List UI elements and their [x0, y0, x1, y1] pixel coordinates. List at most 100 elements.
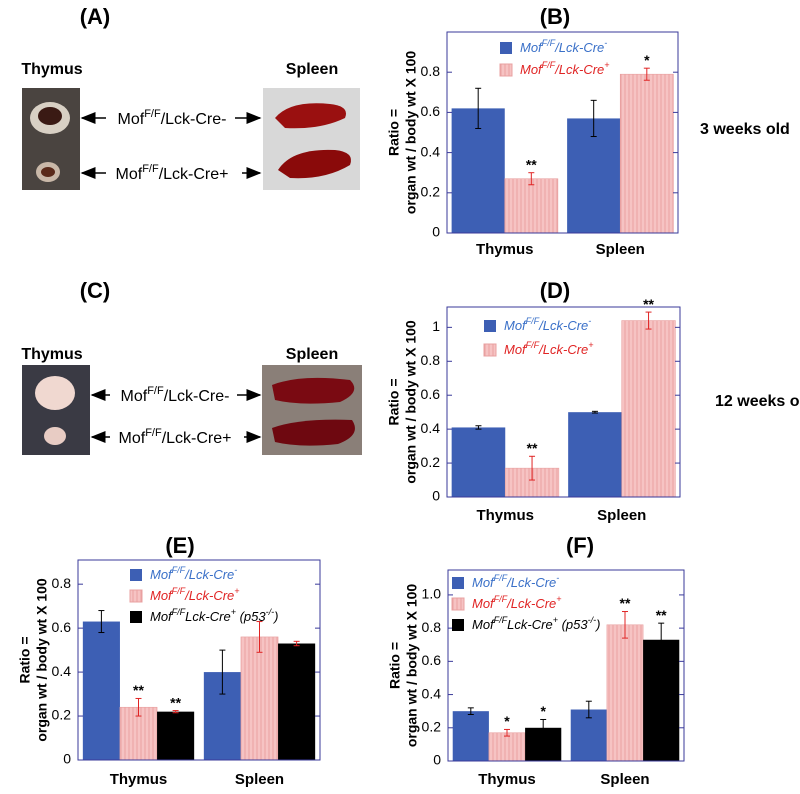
superscript: F/F [494, 615, 508, 625]
text-segment: /Lck-Cre+ [159, 166, 229, 183]
text-segment: (p53 [558, 617, 588, 632]
photo-spleen-c [262, 365, 362, 455]
y-tick-label: 0.6 [52, 619, 72, 635]
x-tick-label: Thymus [110, 771, 168, 788]
age-label: 12 weeks old [715, 393, 800, 410]
legend-label: MofF/F/Lck-Cre+ [150, 586, 240, 603]
legend-swatch [129, 589, 143, 603]
text-segment: /Lck-Cre- [161, 111, 227, 128]
y-tick-label: 0 [432, 488, 440, 504]
superscript: - [588, 316, 591, 326]
legend-swatch [130, 569, 142, 581]
x-tick-label: Thymus [478, 771, 536, 788]
y-axis-label: Ratio = [386, 378, 402, 425]
y-tick-label: 0 [63, 751, 71, 767]
superscript: F/F [144, 108, 161, 120]
text-segment: Mof [150, 588, 173, 603]
bar [568, 412, 622, 497]
superscript: F/F [494, 594, 508, 604]
y-tick-label: 0.4 [421, 143, 441, 159]
legend-label: MofF/F/Lck-Cre- [150, 565, 237, 582]
text-segment: /Lck-Cre [538, 318, 588, 333]
y-axis-label: organ wt / body wt X 100 [403, 51, 419, 215]
arrows [80, 112, 262, 443]
superscript: + [553, 615, 558, 625]
legend-label: MofF/FLck-Cre+ (p53-/-) [472, 615, 600, 632]
y-tick-label: 1 [432, 318, 440, 334]
bar [240, 636, 279, 761]
significance: ** [170, 694, 181, 710]
legend-label: MofF/FLck-Cre+ (p53-/-) [150, 607, 278, 624]
superscript: + [234, 586, 239, 596]
bar [567, 118, 621, 233]
bar [452, 711, 489, 761]
legend-swatch [483, 343, 497, 357]
panel-label: (B) [540, 4, 571, 29]
plot-frame [77, 559, 321, 761]
text-segment: Mof [150, 567, 173, 582]
y-axis-label: organ wt / body wt X 100 [403, 320, 419, 484]
x-tick-label: Thymus [476, 241, 534, 258]
photo-thymus-c [22, 365, 90, 455]
error-bar [529, 455, 536, 481]
legend-swatch [500, 42, 512, 54]
text-segment: Mof [504, 342, 527, 357]
genotype-label: MofF/F/Lck-Cre- [118, 108, 227, 128]
significance: * [504, 713, 510, 729]
error-bar [172, 710, 179, 714]
y-tick-label: 0.8 [421, 352, 441, 368]
error-bar [135, 697, 142, 717]
panel-label: (D) [540, 278, 571, 303]
text-segment: Mof [472, 596, 495, 611]
x-tick-label: Thymus [476, 507, 534, 524]
text-segment: Mof [150, 609, 173, 624]
legend-swatch [130, 611, 142, 623]
error-bar [591, 410, 598, 414]
error-bar [645, 311, 652, 330]
panel-label: (C) [80, 278, 111, 303]
y-tick-label: 0.6 [422, 652, 442, 668]
superscript: F/F [542, 60, 556, 70]
significance: ** [656, 607, 667, 623]
y-tick-label: 0.4 [422, 685, 442, 701]
bar [451, 108, 505, 233]
text-segment: Mof [119, 430, 146, 447]
text-segment: /Lck-Cre [506, 575, 556, 590]
y-tick-label: 0.2 [421, 454, 441, 470]
y-tick-label: 0 [433, 752, 441, 768]
text-segment: Mof [118, 111, 145, 128]
bar [451, 427, 506, 497]
error-bar [622, 611, 628, 639]
error-bar [504, 728, 510, 737]
x-tick-label: Spleen [597, 507, 646, 524]
genotype-label: MofF/F/Lck-Cre+ [116, 163, 229, 183]
text-segment: /Lck-Cre+ [162, 430, 232, 447]
text-segment: /Lck-Cre [554, 62, 604, 77]
superscript: F/F [142, 163, 159, 175]
text-segment: /Lck-Cre [538, 342, 588, 357]
legend-label: MofF/F/Lck-Cre+ [520, 60, 610, 77]
plot-frame [446, 306, 681, 498]
text-segment: Mof [121, 388, 148, 405]
superscript: F/F [172, 586, 186, 596]
superscript: - [556, 573, 559, 583]
error-bar [98, 610, 105, 634]
significance: ** [526, 156, 537, 172]
y-axis-label: organ wt / body wt X 100 [34, 578, 50, 742]
text-segment: /Lck-Cre- [164, 388, 230, 405]
legend-swatch [452, 619, 464, 631]
text-segment: Mof [504, 318, 527, 333]
text-segment: Lck-Cre [507, 617, 553, 632]
bar [82, 621, 120, 760]
legend-label: MofF/F/Lck-Cre- [504, 316, 591, 333]
significance: ** [643, 296, 654, 312]
superscript: - [604, 38, 607, 48]
y-tick-label: 0.2 [422, 718, 442, 734]
bar [643, 639, 680, 761]
significance: ** [133, 682, 144, 698]
y-tick-label: 0.2 [52, 707, 72, 723]
legend-swatch [484, 320, 496, 332]
text-segment: /Lck-Cre [506, 596, 556, 611]
y-axis-label: Ratio = [387, 642, 403, 689]
